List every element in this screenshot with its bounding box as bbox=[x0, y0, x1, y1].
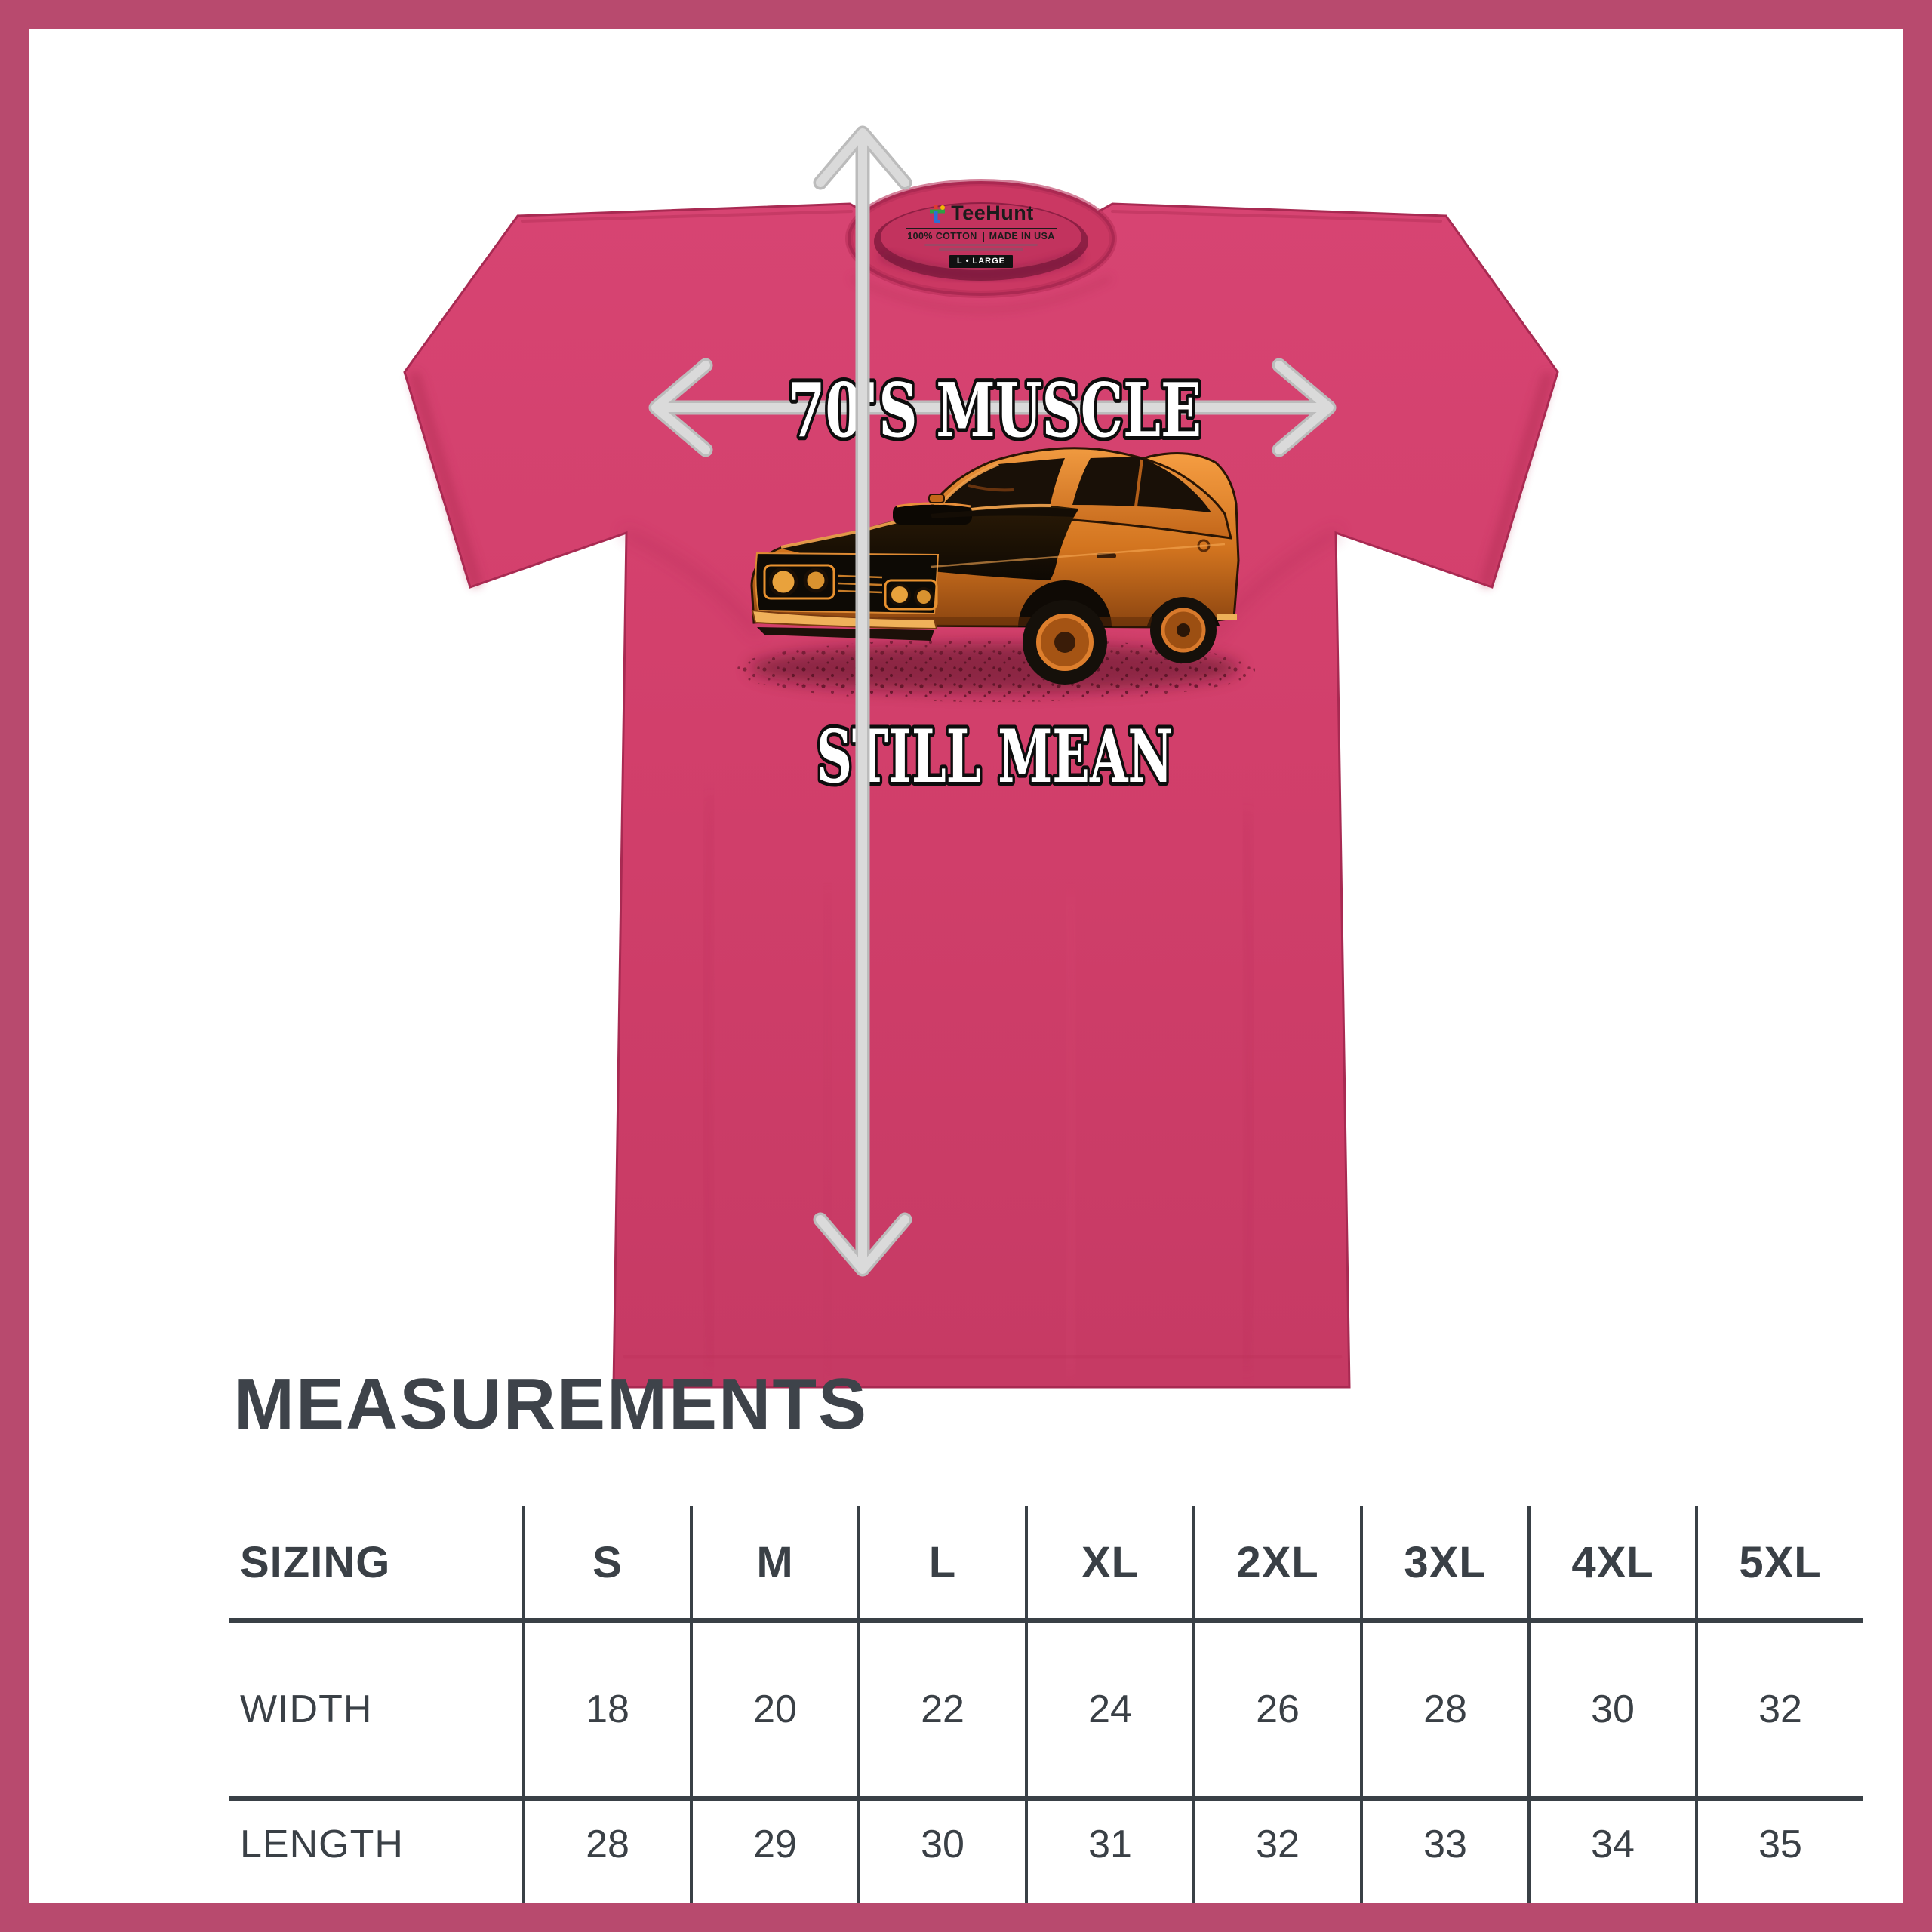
value-cell: 30 bbox=[1529, 1620, 1698, 1801]
brand-name: TeeHunt bbox=[951, 202, 1034, 224]
neck-label: TeeHunt 100% COTTON MADE IN USA L • LARG… bbox=[898, 202, 1064, 268]
length-measure-arrow bbox=[813, 125, 912, 1277]
header-cell-l: L bbox=[859, 1506, 1028, 1623]
value-cell: 28 bbox=[1361, 1620, 1531, 1801]
header-cell-4xl: 4XL bbox=[1529, 1506, 1698, 1623]
tshirt-graphic: 70'S MUSCLE bbox=[403, 125, 1559, 1389]
origin-info: MADE IN USA bbox=[989, 230, 1055, 242]
header-cell-5xl: 5XL bbox=[1697, 1506, 1863, 1623]
value-cell: 34 bbox=[1529, 1798, 1698, 1903]
label-divider bbox=[906, 227, 1057, 229]
rear-wheel bbox=[1150, 597, 1217, 663]
size-table: SIZING S M L XL 2XL 3XL 4XL 5XL WIDTH 18… bbox=[229, 1506, 1863, 1903]
size-tag: L • LARGE bbox=[949, 255, 1013, 268]
row-label-cell: LENGTH bbox=[229, 1798, 525, 1903]
value-cell: 24 bbox=[1026, 1620, 1195, 1801]
value-cell: 35 bbox=[1758, 1823, 1802, 1866]
value-cell: 30 bbox=[859, 1798, 1028, 1903]
care-text-line bbox=[924, 244, 1038, 247]
value-cell: 31 bbox=[1026, 1798, 1195, 1903]
care-text-line bbox=[939, 248, 1023, 251]
measurements-title: MEASUREMENTS bbox=[234, 1364, 869, 1444]
header-cell-xl: XL bbox=[1026, 1506, 1195, 1623]
table-row-length: LENGTH 28 29 30 31 32 33 34 35 bbox=[229, 1798, 1863, 1903]
value-cell: 28 bbox=[524, 1798, 693, 1903]
teehunt-logo-icon bbox=[930, 205, 946, 223]
table-row-width: WIDTH 18 20 22 24 26 28 30 32 bbox=[229, 1620, 1863, 1801]
row-label-cell: WIDTH bbox=[229, 1620, 525, 1801]
label-separator bbox=[982, 232, 984, 242]
value-cell: 32 bbox=[1697, 1620, 1863, 1801]
header-cell-sizing: SIZING bbox=[229, 1506, 525, 1623]
value-cell: 18 bbox=[524, 1620, 693, 1801]
value-cell: 26 bbox=[1194, 1620, 1363, 1801]
fabric-info: 100% COTTON bbox=[907, 230, 977, 242]
value-cell: 22 bbox=[859, 1620, 1028, 1801]
width-measure-arrow bbox=[648, 358, 1337, 457]
front-wheel bbox=[1023, 600, 1107, 685]
tshirt-body bbox=[403, 179, 1559, 1389]
collar bbox=[845, 179, 1117, 312]
value-cell: 32 bbox=[1194, 1798, 1363, 1903]
value-cell: 33 bbox=[1361, 1798, 1531, 1903]
value-cell: 20 bbox=[691, 1620, 860, 1801]
value-cell: 29 bbox=[691, 1798, 860, 1903]
table-header-row: SIZING S M L XL 2XL 3XL 4XL 5XL bbox=[229, 1506, 1863, 1623]
header-cell-3xl: 3XL bbox=[1361, 1506, 1531, 1623]
muscle-car-graphic bbox=[734, 447, 1255, 702]
header-cell-2xl: 2XL bbox=[1194, 1506, 1363, 1623]
design-text-top: 70'S MUSCLE bbox=[788, 368, 1201, 454]
header-cell-s: S bbox=[524, 1506, 693, 1623]
header-cell-m: M bbox=[691, 1506, 860, 1623]
design-text-bottom: STILL MEAN bbox=[817, 714, 1173, 799]
